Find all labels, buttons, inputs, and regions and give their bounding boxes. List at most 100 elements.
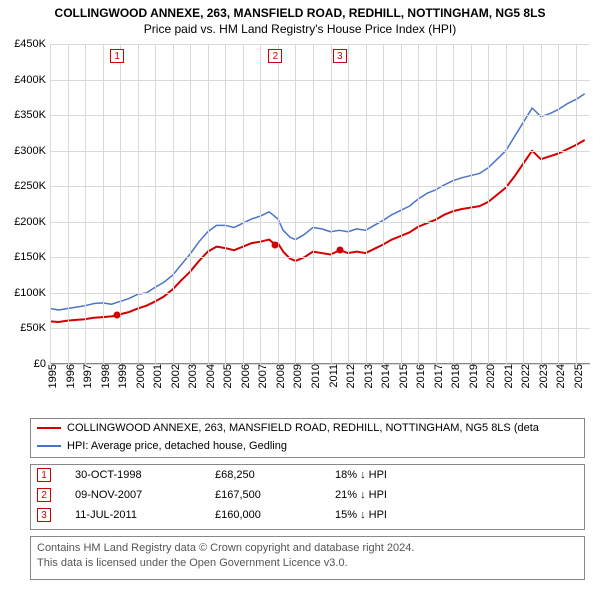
- x-tick-label: 2014: [374, 364, 392, 388]
- gridline-v: [190, 44, 191, 364]
- y-tick-label: £400K: [14, 74, 50, 86]
- chart-marker: 3: [333, 49, 347, 63]
- y-tick-label: £300K: [14, 145, 50, 157]
- x-tick-label: 2008: [269, 364, 287, 388]
- x-tick-label: 2023: [532, 364, 550, 388]
- x-tick-label: 2017: [427, 364, 445, 388]
- y-tick-label: £200K: [14, 216, 50, 228]
- x-tick-label: 2010: [304, 364, 322, 388]
- y-tick-label: £100K: [14, 287, 50, 299]
- x-tick-label: 2002: [164, 364, 182, 388]
- gridline-h: [50, 222, 590, 223]
- event-row: 311-JUL-2011£160,00015% ↓ HPI: [31, 505, 584, 525]
- event-delta: 15% ↓ HPI: [335, 509, 387, 521]
- x-tick-label: 2012: [339, 364, 357, 388]
- page-subtitle: Price paid vs. HM Land Registry's House …: [0, 22, 600, 36]
- x-tick-label: 1996: [59, 364, 77, 388]
- x-tick-label: 2007: [251, 364, 269, 388]
- y-tick-label: £350K: [14, 109, 50, 121]
- event-price: £68,250: [215, 469, 335, 481]
- event-date: 09-NOV-2007: [75, 489, 215, 501]
- gridline-v: [488, 44, 489, 364]
- event-marker: 1: [37, 468, 51, 482]
- gridline-h: [50, 328, 590, 329]
- event-marker: 2: [37, 488, 51, 502]
- event-row: 209-NOV-2007£167,50021% ↓ HPI: [31, 485, 584, 505]
- gridline-v: [138, 44, 139, 364]
- gridline-v: [68, 44, 69, 364]
- attribution-line-2: This data is licensed under the Open Gov…: [37, 556, 578, 571]
- gridline-v: [401, 44, 402, 364]
- gridline-v: [348, 44, 349, 364]
- sale-point: [272, 241, 279, 248]
- gridline-v: [278, 44, 279, 364]
- series-property: [50, 140, 585, 322]
- sale-point: [114, 312, 121, 319]
- x-tick-label: 2000: [129, 364, 147, 388]
- legend-swatch: [37, 445, 61, 447]
- x-tick-label: 2004: [199, 364, 217, 388]
- gridline-v: [225, 44, 226, 364]
- gridline-v: [383, 44, 384, 364]
- legend-label: COLLINGWOOD ANNEXE, 263, MANSFIELD ROAD,…: [67, 422, 539, 434]
- gridline-v: [313, 44, 314, 364]
- x-tick-label: 2011: [322, 364, 340, 388]
- gridline-v: [243, 44, 244, 364]
- x-tick-label: 1999: [111, 364, 129, 388]
- series-hpi: [50, 94, 585, 310]
- x-tick-label: 2020: [479, 364, 497, 388]
- gridline-h: [50, 293, 590, 294]
- x-tick-label: 2018: [444, 364, 462, 388]
- y-tick-label: £450K: [14, 38, 50, 50]
- gridline-v: [260, 44, 261, 364]
- chart-marker: 2: [268, 49, 282, 63]
- gridline-h: [50, 44, 590, 45]
- x-tick-label: 1998: [94, 364, 112, 388]
- event-date: 11-JUL-2011: [75, 509, 215, 521]
- x-tick-label: 2009: [286, 364, 304, 388]
- gridline-h: [50, 115, 590, 116]
- gridline-h: [50, 186, 590, 187]
- gridline-v: [331, 44, 332, 364]
- x-tick-label: 2001: [146, 364, 164, 388]
- gridline-v: [103, 44, 104, 364]
- title-block: COLLINGWOOD ANNEXE, 263, MANSFIELD ROAD,…: [0, 6, 600, 36]
- gridline-v: [576, 44, 577, 364]
- gridline-h: [50, 257, 590, 258]
- x-tick-label: 2019: [462, 364, 480, 388]
- x-tick-label: 2021: [497, 364, 515, 388]
- x-tick-label: 2006: [234, 364, 252, 388]
- gridline-v: [541, 44, 542, 364]
- x-tick-label: 1995: [41, 364, 59, 388]
- gridline-v: [295, 44, 296, 364]
- chart-lines: [50, 44, 590, 364]
- gridline-h: [50, 80, 590, 81]
- gridline-v: [366, 44, 367, 364]
- event-date: 30-OCT-1998: [75, 469, 215, 481]
- x-tick-label: 2025: [567, 364, 585, 388]
- x-tick-label: 2013: [357, 364, 375, 388]
- y-tick-label: £150K: [14, 251, 50, 263]
- event-delta: 21% ↓ HPI: [335, 489, 387, 501]
- gridline-v: [506, 44, 507, 364]
- attribution: Contains HM Land Registry data © Crown c…: [30, 536, 585, 580]
- y-tick-label: £250K: [14, 180, 50, 192]
- gridline-v: [471, 44, 472, 364]
- event-price: £160,000: [215, 509, 335, 521]
- attribution-line-1: Contains HM Land Registry data © Crown c…: [37, 541, 578, 556]
- gridline-v: [155, 44, 156, 364]
- event-row: 130-OCT-1998£68,25018% ↓ HPI: [31, 465, 584, 485]
- gridline-v: [208, 44, 209, 364]
- page-title: COLLINGWOOD ANNEXE, 263, MANSFIELD ROAD,…: [0, 6, 600, 20]
- gridline-v: [418, 44, 419, 364]
- legend-label: HPI: Average price, detached house, Gedl…: [67, 440, 287, 452]
- gridline-v: [523, 44, 524, 364]
- gridline-v: [453, 44, 454, 364]
- chart-marker: 1: [110, 49, 124, 63]
- x-tick-label: 2005: [216, 364, 234, 388]
- x-tick-label: 2016: [409, 364, 427, 388]
- x-tick-label: 1997: [76, 364, 94, 388]
- x-tick-label: 2024: [549, 364, 567, 388]
- x-tick-label: 2015: [392, 364, 410, 388]
- sale-point: [336, 247, 343, 254]
